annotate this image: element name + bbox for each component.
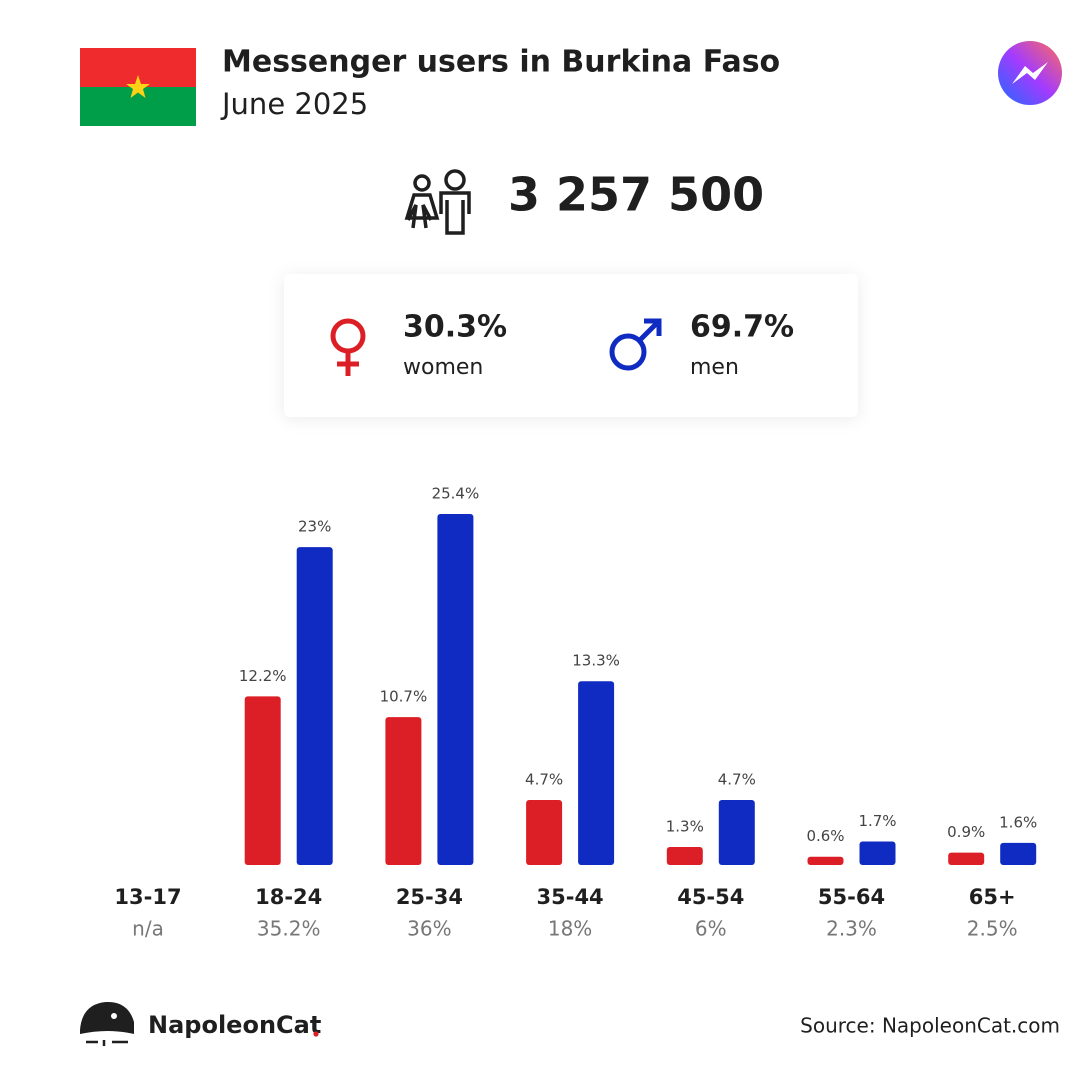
age-group-total: 36% <box>407 917 451 941</box>
male-icon <box>609 318 662 371</box>
title: Messenger users in Burkina Faso <box>222 45 780 80</box>
brand: NapoleonCat <box>148 1011 321 1039</box>
bar <box>244 696 281 865</box>
value-label: 1.3% <box>666 818 704 836</box>
bar <box>807 856 844 865</box>
value-label: 23% <box>298 518 331 536</box>
age-group-total: 2.3% <box>826 917 877 941</box>
bar <box>385 717 422 865</box>
bar <box>718 800 755 865</box>
age-group-label: 65+ <box>969 885 1016 909</box>
age-group-label: 13-17 <box>114 885 181 909</box>
gender-card <box>284 274 858 417</box>
age-group-label: 45-54 <box>677 885 744 909</box>
people-icon <box>404 169 471 235</box>
value-label: 1.7% <box>858 812 896 830</box>
age-group-total: 35.2% <box>257 917 321 941</box>
bar <box>859 841 896 865</box>
subtitle: June 2025 <box>220 87 368 121</box>
age-group-label: 35-44 <box>537 885 604 909</box>
age-group-total: n/a <box>132 917 164 941</box>
women-share: 30.3% <box>403 310 507 345</box>
value-label: 25.4% <box>432 485 480 503</box>
age-group-label: 18-24 <box>255 885 322 909</box>
women-label: women <box>403 355 483 380</box>
age-group-total: 2.5% <box>967 917 1018 941</box>
napoleoncat-logo <box>80 1001 134 1046</box>
source: Source: NapoleonCat.com <box>800 1014 1060 1038</box>
age-group-label: 25-34 <box>396 885 463 909</box>
messenger-logo <box>998 41 1062 105</box>
age-group-total: 6% <box>695 917 727 941</box>
value-label: 4.7% <box>525 771 563 789</box>
men-share: 69.7% <box>690 310 794 345</box>
bar <box>1000 842 1037 865</box>
bar <box>666 847 703 865</box>
bar <box>948 852 985 865</box>
value-label: 0.9% <box>947 823 985 841</box>
men-label: men <box>690 355 739 380</box>
flag <box>80 48 196 126</box>
bar <box>526 800 563 865</box>
bar <box>578 681 615 865</box>
value-label: 12.2% <box>239 667 287 685</box>
value-label: 13.3% <box>572 652 620 670</box>
bar <box>296 547 333 865</box>
age-group-label: 55-64 <box>818 885 885 909</box>
bar <box>437 514 474 865</box>
value-label: 0.6% <box>806 827 844 845</box>
total-users: 3 257 500 <box>508 168 764 222</box>
age-group-total: 18% <box>548 917 592 941</box>
female-icon <box>330 318 366 376</box>
value-label: 1.6% <box>999 813 1037 831</box>
value-label: 10.7% <box>380 688 428 706</box>
brand-dot <box>313 1031 319 1037</box>
value-label: 4.7% <box>718 771 756 789</box>
bar-chart: 13-17 n/a 18-24 35.2% 12.2% 23% 25-34 36% 10.7% 2… <box>114 485 1037 941</box>
